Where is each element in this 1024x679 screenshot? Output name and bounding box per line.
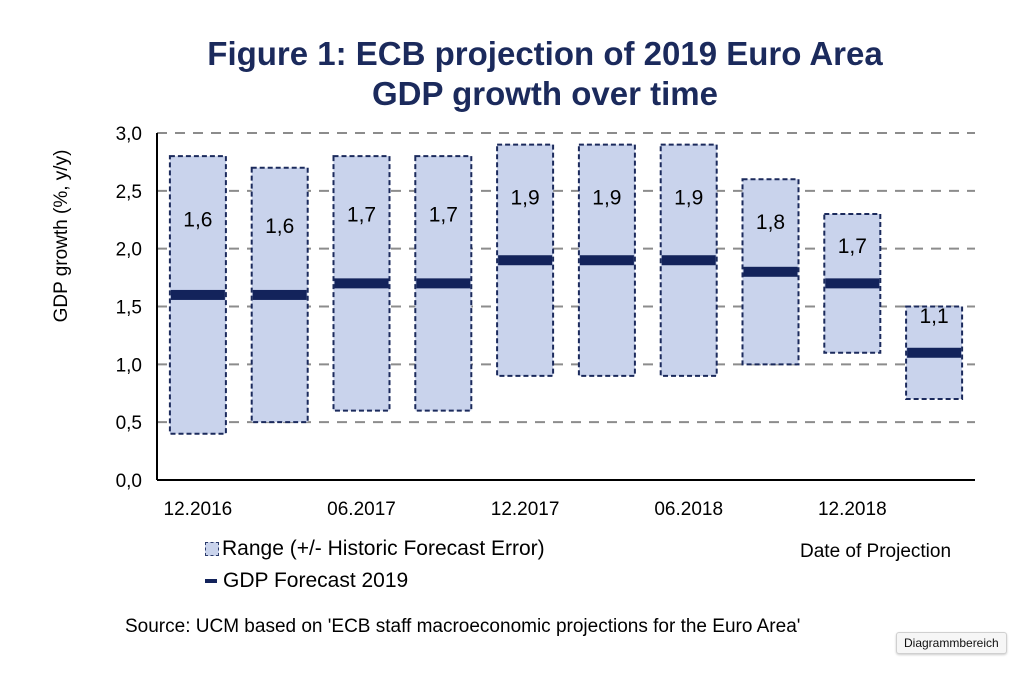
source-note: Source: UCM based on 'ECB staff macroeco…: [125, 616, 801, 637]
data-label: 1,8: [756, 211, 785, 234]
forecast-marker: [252, 289, 307, 300]
x-tick-label: 06.2017: [327, 499, 396, 520]
y-tick-label: 1,0: [116, 355, 142, 376]
forecast-marker: [416, 278, 471, 289]
forecast-marker: [170, 289, 225, 300]
forecast-marker: [661, 255, 716, 266]
chart-title: Figure 1: ECB projection of 2019 Euro Ar…: [0, 34, 1024, 114]
forecast-marker: [579, 255, 634, 266]
forecast-marker: [743, 266, 798, 277]
legend-item-forecast: GDP Forecast 2019: [205, 569, 408, 593]
data-label: 1,1: [919, 305, 948, 328]
chart-title-line-1: Figure 1: ECB projection of 2019 Euro Ar…: [207, 35, 883, 72]
y-tick-label: 0,5: [116, 413, 142, 434]
data-label: 1,6: [265, 215, 294, 238]
data-label: 1,7: [347, 203, 376, 226]
x-tick-label: 12.2018: [818, 499, 887, 520]
y-tick-label: 0,0: [116, 471, 142, 492]
data-label: 1,9: [592, 187, 621, 210]
data-label: 1,6: [183, 209, 212, 232]
forecast-marker: [825, 278, 880, 289]
x-tick-label: 06.2018: [654, 499, 723, 520]
data-label: 1,7: [838, 235, 867, 258]
forecast-marker: [498, 255, 553, 266]
x-tick-label: 12.2016: [164, 499, 233, 520]
data-label: 1,9: [510, 187, 539, 210]
y-tick-label: 3,0: [116, 124, 142, 145]
x-tick-label: 12.2017: [491, 499, 560, 520]
data-label: 1,9: [674, 187, 703, 210]
y-tick-label: 2,0: [116, 240, 142, 261]
x-axis-title: Date of Projection: [800, 541, 952, 562]
y-tick-label: 1,5: [116, 298, 142, 319]
forecast-marker: [334, 278, 389, 289]
legend-label-forecast: GDP Forecast 2019: [223, 569, 409, 592]
legend-item-range: Range (+/- Historic Forecast Error): [205, 537, 545, 561]
data-label: 1,7: [429, 203, 458, 226]
y-tick-label: 2,5: [116, 182, 142, 203]
forecast-marker: [907, 347, 962, 358]
tooltip: Diagrammbereich: [896, 632, 1007, 654]
chart-title-line-2: GDP growth over time: [372, 75, 718, 112]
legend-label-range: Range (+/- Historic Forecast Error): [222, 537, 545, 560]
range-swatch-icon: [205, 542, 219, 557]
y-axis-label: GDP growth (%, y/y): [51, 149, 72, 323]
forecast-line-swatch-icon: [205, 579, 217, 584]
